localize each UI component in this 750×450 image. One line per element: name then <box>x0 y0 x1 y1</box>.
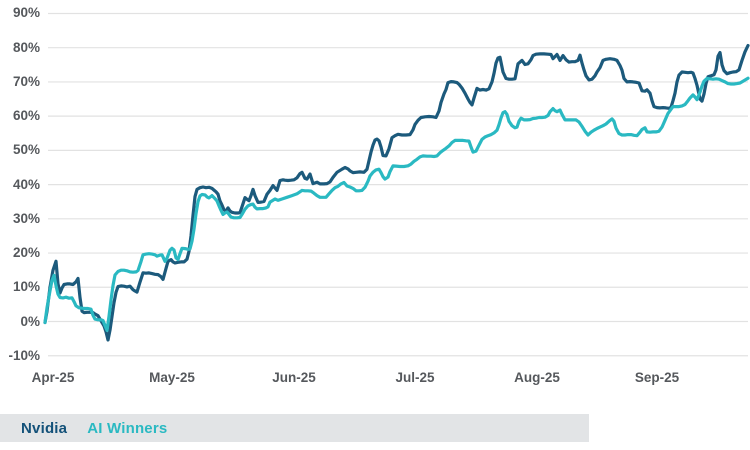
y-axis-tick-label: 40% <box>12 176 40 192</box>
x-axis-tick-label: May-25 <box>149 370 195 385</box>
x-axis-tick-label: Aug-25 <box>514 370 560 385</box>
x-axis-tick-label: Jul-25 <box>395 370 435 385</box>
y-axis-tick-label: 60% <box>12 108 40 124</box>
y-axis-tick-label: 30% <box>12 210 40 226</box>
legend: Nvidia AI Winners <box>0 414 589 442</box>
y-axis-tick-label: 50% <box>12 142 40 158</box>
x-axis-tick-label: Apr-25 <box>31 370 75 385</box>
series-line-ai-winners <box>43 76 750 332</box>
y-axis-tick-label: -10% <box>8 347 40 363</box>
x-axis-tick-label: Jun-25 <box>272 370 316 385</box>
series-line-nvidia <box>43 43 750 342</box>
y-axis-tick-label: 90% <box>12 5 40 21</box>
legend-item-ai-winners[interactable]: AI Winners <box>87 419 168 437</box>
x-axis-tick-label: Sep-25 <box>634 370 680 385</box>
line-chart <box>43 12 750 357</box>
y-axis-tick-label: 70% <box>12 73 40 89</box>
y-axis-tick-label: 0% <box>20 313 40 329</box>
y-axis-tick-label: 10% <box>12 279 40 295</box>
legend-item-nvidia[interactable]: Nvidia <box>21 419 68 437</box>
y-axis-tick-label: 80% <box>12 39 40 55</box>
y-axis-tick-label: 20% <box>12 245 40 261</box>
